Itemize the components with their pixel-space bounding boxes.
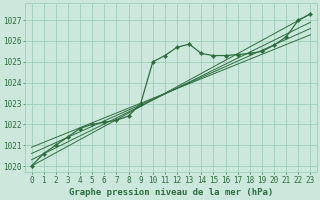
X-axis label: Graphe pression niveau de la mer (hPa): Graphe pression niveau de la mer (hPa) bbox=[69, 188, 273, 197]
